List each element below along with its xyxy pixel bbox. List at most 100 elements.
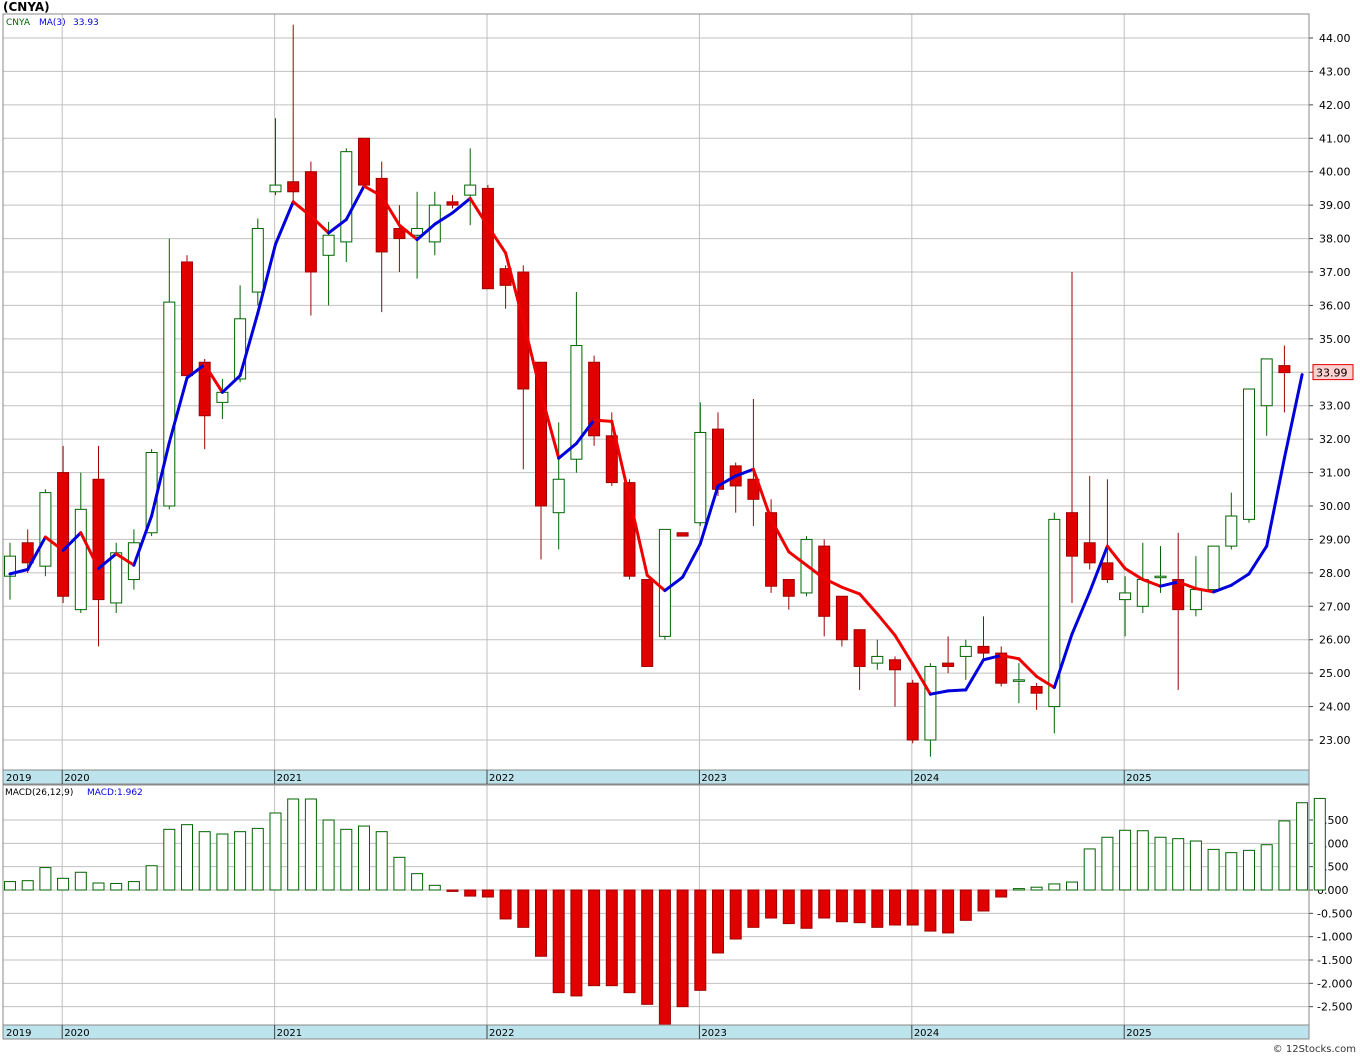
price-tick-label: 42.00	[1319, 99, 1351, 112]
moving-average-line	[8, 184, 1304, 696]
macd-bar	[127, 881, 140, 891]
ma-segment	[734, 467, 755, 478]
candle-body	[552, 478, 565, 514]
ma-segment	[982, 653, 1003, 662]
candle-body	[676, 532, 689, 537]
candle-body	[517, 271, 530, 390]
price-tick-label: 24.00	[1319, 701, 1351, 714]
ma-segment	[1052, 632, 1074, 690]
ma-segment	[167, 376, 189, 444]
macd-bar	[871, 889, 884, 928]
ma-segment	[1229, 572, 1251, 587]
candle-body	[446, 201, 459, 206]
candle-body	[853, 629, 866, 667]
candle-body	[21, 542, 34, 564]
candle-body	[163, 301, 176, 507]
last-price-box	[1312, 364, 1354, 381]
candle-body	[535, 361, 547, 507]
macd-bar	[375, 831, 388, 891]
ma-segment	[1194, 587, 1216, 594]
candle-body	[287, 181, 300, 193]
macd-bar	[1225, 852, 1238, 891]
ma-segment	[521, 319, 543, 395]
price-legend: CNYA MA(3) 33.93	[6, 18, 99, 28]
macd-bar	[694, 889, 707, 991]
ma-segment	[1105, 544, 1127, 571]
macd-bar	[198, 831, 211, 891]
price-tick-label: 39.00	[1319, 199, 1351, 212]
year-label: 2021	[277, 773, 302, 784]
ma-segment	[681, 542, 702, 579]
chart-title: (CNYA)	[3, 0, 50, 14]
year-label: 2025	[1126, 1028, 1151, 1039]
macd-histogram	[4, 797, 1326, 1026]
macd-bar	[747, 889, 760, 928]
ma-segment	[97, 552, 118, 571]
ma-segment	[1070, 590, 1092, 636]
candle-body	[924, 665, 937, 741]
macd-bar	[74, 871, 87, 891]
ma-segment	[26, 535, 47, 572]
price-tick-label: 23.00	[1319, 734, 1351, 747]
macd-bar	[1101, 836, 1114, 891]
price-tick-label: 33.00	[1319, 400, 1351, 413]
macd-bar	[499, 889, 512, 920]
macd-bar	[517, 889, 530, 928]
candle-body	[1225, 515, 1238, 547]
macd-bar	[552, 889, 565, 994]
price-tick-label: 38.00	[1319, 233, 1351, 246]
price-tick-label: 27.00	[1319, 600, 1351, 613]
ma-segment	[43, 535, 65, 552]
ma-segment	[787, 550, 808, 567]
macd-bar	[481, 889, 494, 898]
macd-bar	[428, 884, 441, 891]
macd-bar	[959, 889, 972, 921]
candle-body	[712, 428, 724, 490]
year-label: 2023	[701, 773, 726, 784]
macd-bar	[1083, 848, 1096, 891]
macd-bar	[1048, 883, 1061, 891]
candle-body	[340, 151, 353, 243]
price-x-axis: 2019 2020 2021 2022 2023 2024 2025	[6, 770, 1152, 784]
macd-bar	[800, 889, 813, 929]
candle-body	[871, 655, 884, 664]
candle-body	[145, 452, 158, 534]
candle-body	[1048, 518, 1061, 708]
ma-segment	[858, 592, 879, 616]
candle-body	[782, 579, 795, 597]
candle-body	[977, 645, 990, 654]
ma-segment	[840, 585, 862, 596]
ma-segment	[911, 662, 932, 696]
ma-segment	[327, 218, 348, 235]
candle-body	[39, 492, 52, 567]
macd-bar	[623, 889, 636, 994]
ma-segment	[185, 363, 207, 380]
macd-bar	[1119, 829, 1132, 891]
ma-segment	[875, 612, 897, 637]
ma-segment	[468, 196, 490, 228]
ma-segment	[769, 517, 791, 554]
macd-tick-label: -2.000	[1317, 977, 1352, 990]
macd-bar	[4, 881, 16, 891]
candle-body	[1189, 589, 1202, 611]
price-candles	[4, 24, 1291, 757]
ma-segment	[274, 200, 295, 246]
price-date-axis-band	[2, 769, 1310, 785]
price-y-axis: 23.00 24.00 25.00 26.00 27.00 28.00 29.00 30.00…	[1309, 32, 1351, 747]
price-tick-label: 30.00	[1319, 500, 1351, 513]
macd-tick-label: -1.500	[1317, 954, 1352, 967]
ma-segment	[132, 514, 154, 567]
macd-bar	[1313, 797, 1326, 891]
ma-segment	[1035, 674, 1056, 690]
macd-bar	[269, 812, 282, 891]
candle-body	[1207, 545, 1220, 591]
candle-body	[1101, 562, 1114, 581]
candle-body	[694, 431, 707, 524]
macd-legend-label: MACD(26,12,9)	[5, 788, 73, 798]
macd-x-axis: 2019 2020 2021 2022 2023 2024 2025	[6, 1025, 1152, 1039]
macd-bar	[181, 824, 193, 891]
ma-segment	[1176, 580, 1198, 591]
macd-bar	[765, 889, 778, 919]
price-tick-label: 37.00	[1319, 266, 1351, 279]
ma-segment	[1212, 583, 1233, 594]
